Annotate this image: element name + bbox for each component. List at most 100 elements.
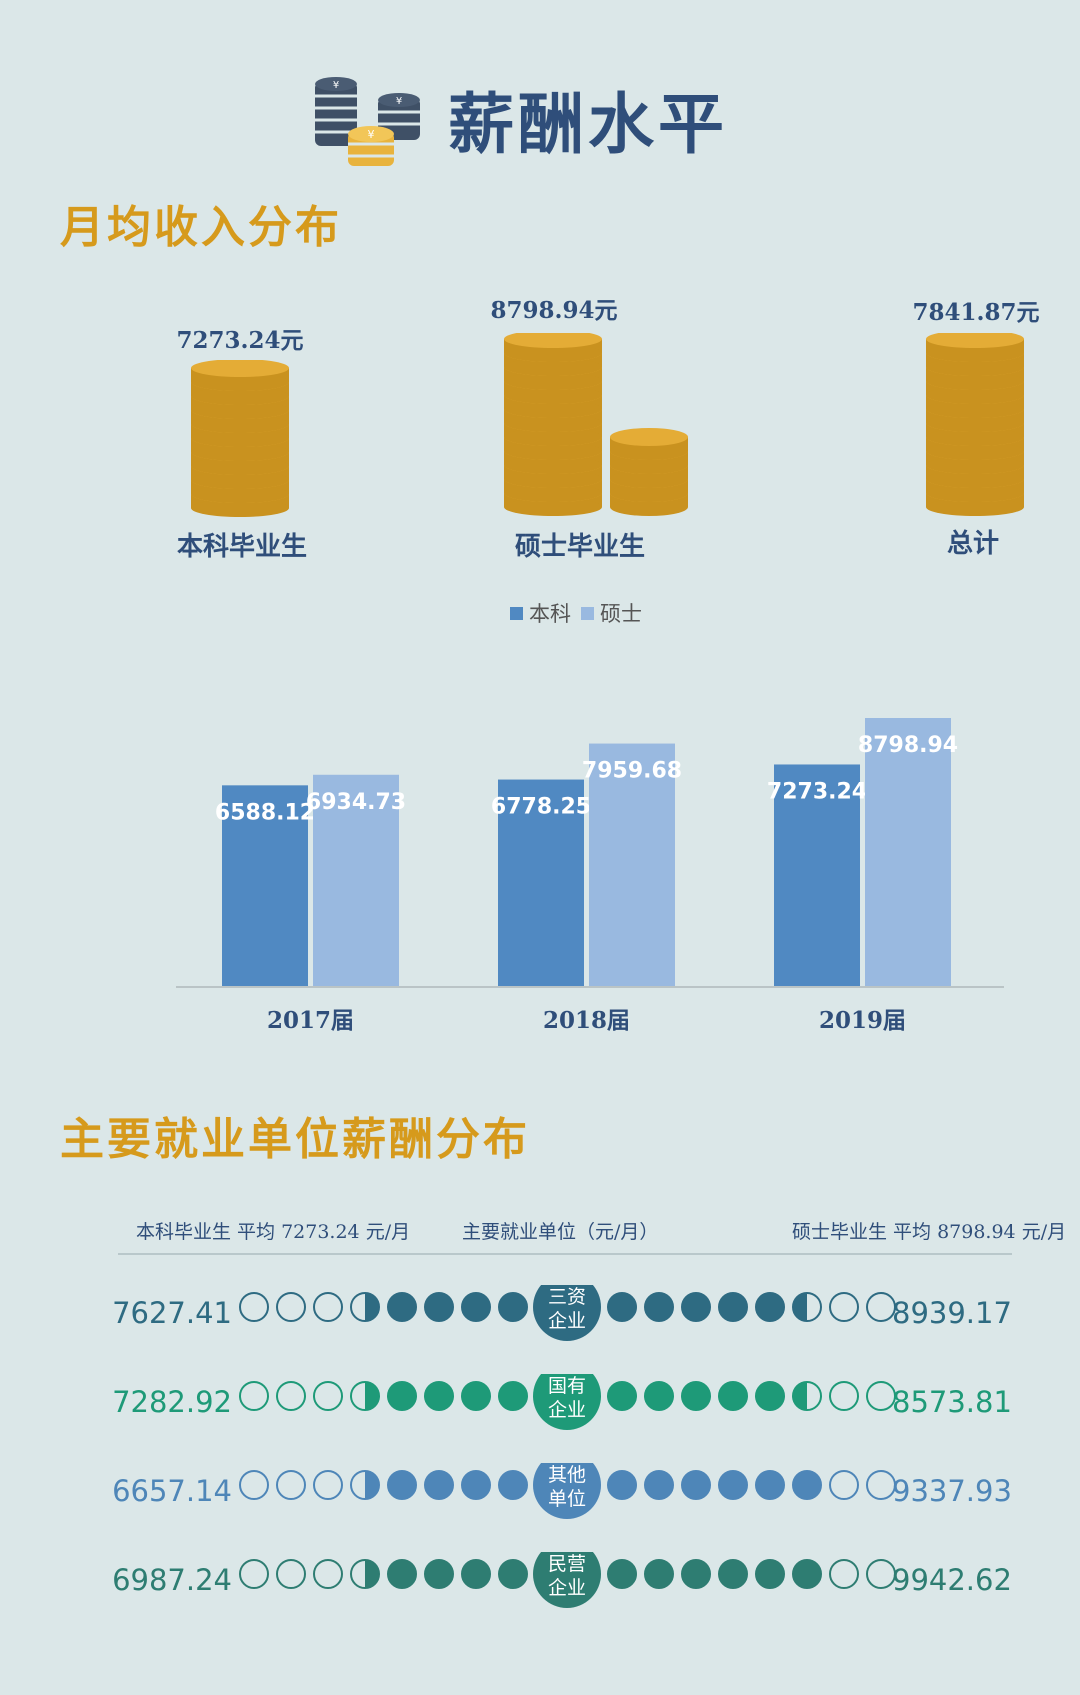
meter-dot-fill (793, 1560, 821, 1588)
bachelor-coin (191, 360, 289, 391)
row-right-value: 8939.17 (892, 1296, 1012, 1330)
bar-value-label: 7273.24 (767, 779, 867, 804)
coin-stack-bachelor (191, 360, 289, 517)
meter-dot (239, 1470, 269, 1500)
meter-dot-half (793, 1293, 807, 1321)
chart-legend: 本科 硕士 (510, 598, 642, 628)
row-left-value: 6987.24 (112, 1563, 232, 1597)
meter-dot (313, 1559, 343, 1589)
meter-dot-half (365, 1471, 379, 1499)
x-tick-label: 2019届 (819, 1007, 906, 1034)
unit-label-line2: 单位 (548, 1488, 586, 1510)
meter-dot-fill (682, 1293, 710, 1321)
meter-dot (276, 1559, 306, 1589)
meter-dot (313, 1292, 343, 1322)
meter-dot-fill (388, 1471, 416, 1499)
meter-dot-fill (462, 1382, 490, 1410)
meter-dot-fill (719, 1382, 747, 1410)
meter-dot (313, 1381, 343, 1411)
unit-label-line1: 国有 (548, 1375, 586, 1397)
meter-dot (276, 1381, 306, 1411)
unit-badge (533, 1552, 601, 1608)
meter-dot-fill (608, 1560, 636, 1588)
unit-label-line1: 民营 (548, 1553, 586, 1575)
page-title: 薪酬水平 (448, 85, 728, 163)
table-divider (118, 1253, 1012, 1255)
meter-dot-fill (425, 1293, 453, 1321)
employer-row: 6657.14 9337.93 其他 单位 (0, 1463, 1080, 1523)
total-coin (926, 333, 1024, 362)
svg-text:¥: ¥ (368, 128, 375, 141)
master-coin (504, 333, 602, 362)
meter-dot-fill (608, 1471, 636, 1499)
meter-dot-fill (388, 1382, 416, 1410)
meter-dot-fill (719, 1293, 747, 1321)
meter-dot-fill (462, 1471, 490, 1499)
meter-dot-fill (425, 1471, 453, 1499)
meter-dot (276, 1292, 306, 1322)
bar-value-label: 6934.73 (306, 790, 406, 815)
meter-dot-fill (682, 1471, 710, 1499)
stack-label-bachelor: 本科毕业生 (176, 532, 307, 562)
legend-label-bachelor: 本科 (529, 602, 571, 626)
meter-dot-fill (608, 1293, 636, 1321)
row-left-value: 7627.41 (112, 1296, 232, 1330)
table-header-center: 主要就业单位（元/月） (462, 1221, 659, 1243)
unit-label-line1: 三资 (548, 1286, 586, 1308)
stack-value-total: 7841.87元 (912, 299, 1040, 326)
unit-badge (533, 1285, 601, 1341)
unit-label-line2: 企业 (548, 1399, 586, 1421)
bar-硕士-1 (589, 743, 675, 986)
meter-dot (239, 1559, 269, 1589)
meter-dot-fill (499, 1560, 527, 1588)
employer-row: 7627.41 8939.17 三资 企业 (0, 1285, 1080, 1345)
stack-label-total: 总计 (946, 529, 999, 559)
row-right-value: 9337.93 (892, 1474, 1012, 1508)
bar-本科-2 (774, 764, 860, 986)
meter-dot-fill (388, 1560, 416, 1588)
meter-dot (239, 1381, 269, 1411)
bar-value-label: 6778.25 (491, 795, 591, 820)
section-title-employers: 主要就业单位薪酬分布 (60, 1114, 530, 1165)
unit-badge (533, 1374, 601, 1430)
stack-value-bachelor: 7273.24元 (176, 327, 304, 354)
meter-dot (313, 1470, 343, 1500)
meter-dot-fill (793, 1471, 821, 1499)
bar-本科-1 (498, 779, 584, 986)
meter-dot (866, 1381, 896, 1411)
bar-value-label: 6588.12 (215, 800, 315, 825)
meter-dot (239, 1292, 269, 1322)
meter-dot-half (365, 1293, 379, 1321)
meter-dot (829, 1559, 859, 1589)
meter-dot (829, 1381, 859, 1411)
meter-dot-fill (462, 1293, 490, 1321)
section-title-income: 月均收入分布 (60, 202, 342, 253)
meter-dot-fill (645, 1382, 673, 1410)
meter-dot-fill (499, 1382, 527, 1410)
table-header-right: 硕士毕业生 平均 8798.94 元/月 (792, 1221, 1067, 1243)
meter-dot-fill (425, 1560, 453, 1588)
meter-dot-half (365, 1560, 379, 1588)
row-left-value: 6657.14 (112, 1474, 232, 1508)
meter-dot-fill (719, 1560, 747, 1588)
master-small-coin (610, 428, 688, 460)
meter-dot-fill (645, 1560, 673, 1588)
meter-dot-half (793, 1382, 807, 1410)
meter-dot-fill (682, 1560, 710, 1588)
stack-label-master: 硕士毕业生 (514, 532, 645, 562)
bar-硕士-2 (865, 718, 951, 986)
unit-badge (533, 1463, 601, 1519)
unit-label-line2: 企业 (548, 1310, 586, 1332)
bar-value-label: 8798.94 (858, 733, 958, 758)
meter-dot-fill (756, 1382, 784, 1410)
meter-dot-fill (682, 1382, 710, 1410)
meter-dot-fill (756, 1560, 784, 1588)
meter-dot-fill (756, 1471, 784, 1499)
meter-dot-fill (462, 1560, 490, 1588)
coins-icon: ¥ ¥ ¥ (315, 77, 420, 166)
coin-stack-master (504, 333, 688, 516)
stack-value-master: 8798.94元 (490, 297, 618, 324)
